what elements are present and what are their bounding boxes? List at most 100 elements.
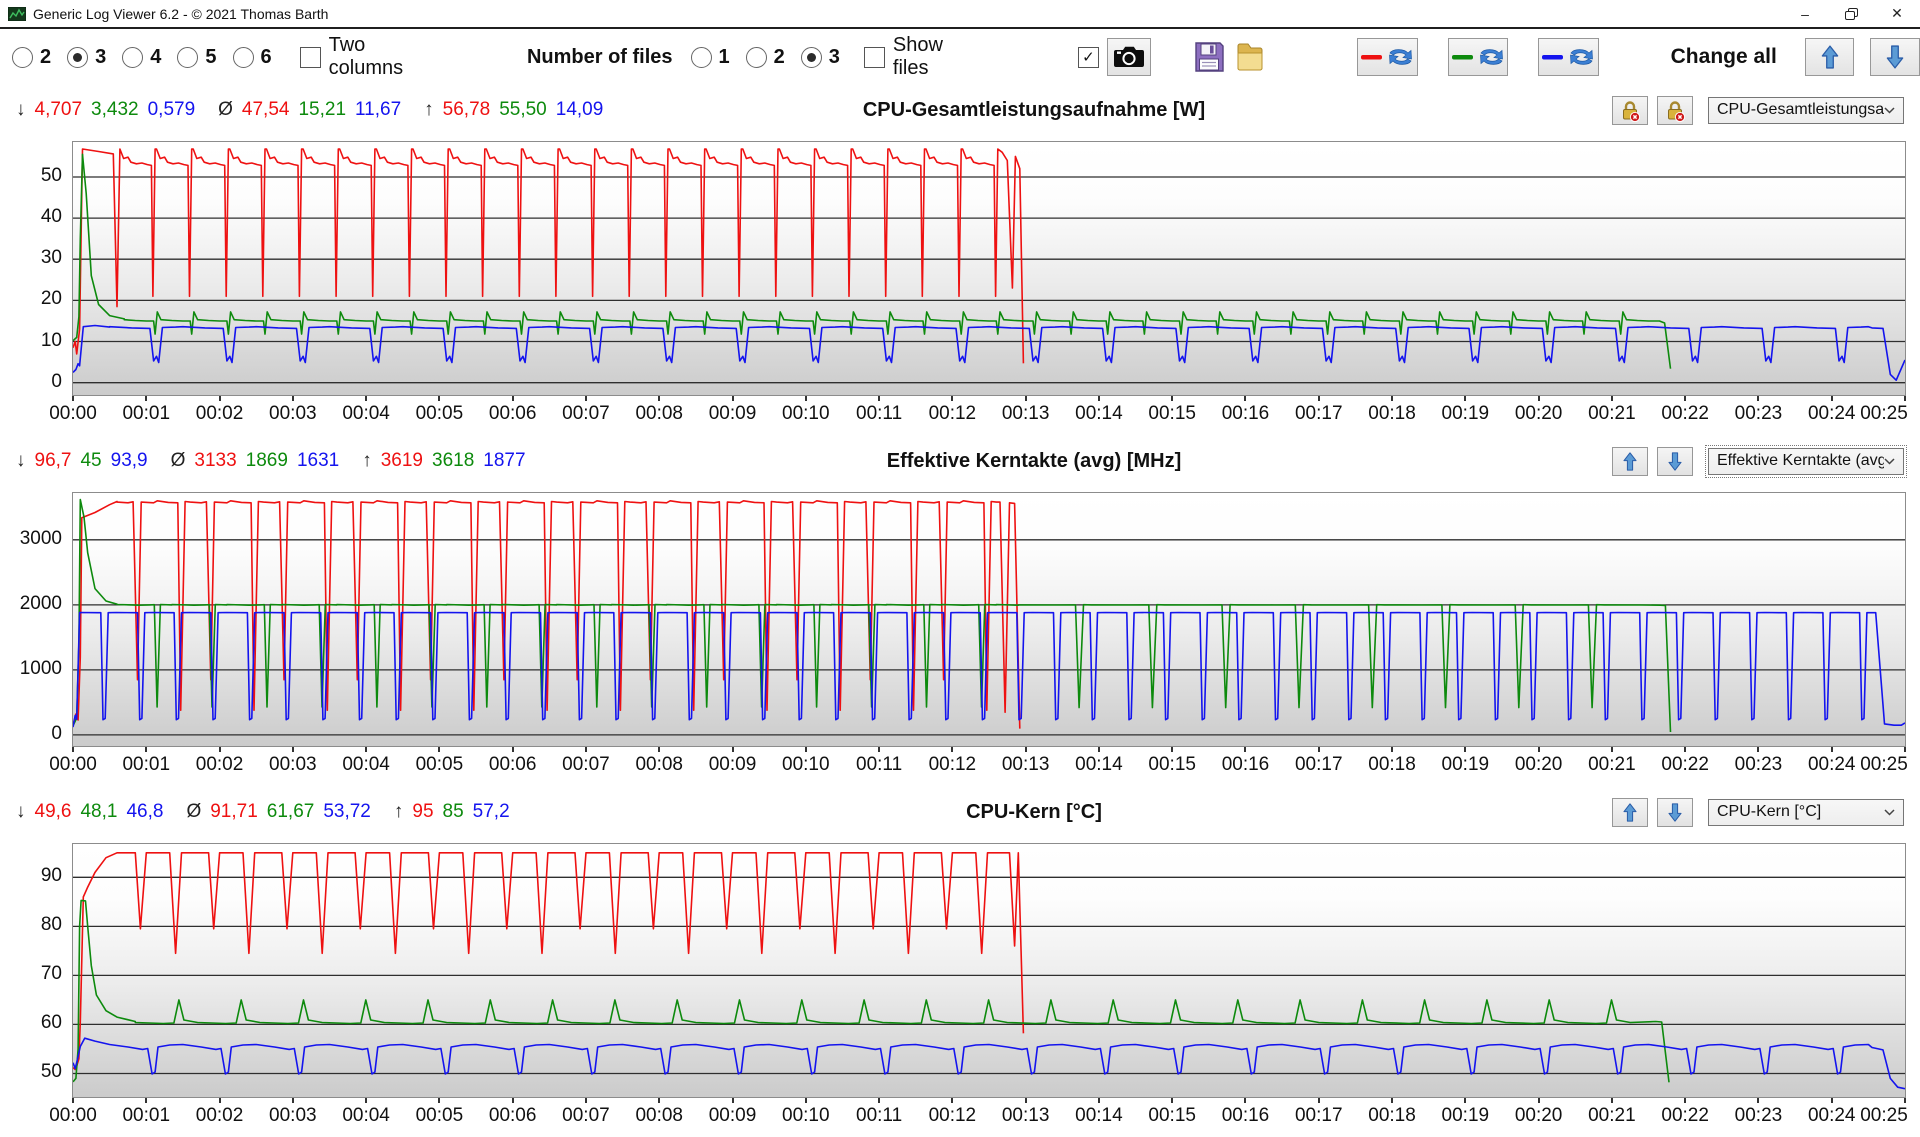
series-line-file2 (73, 498, 1672, 733)
stat-min-file3: 46,8 (126, 801, 164, 822)
x-axis-tick (1244, 1098, 1247, 1103)
signal-dropdown[interactable]: Effektive Kerntakte (avg) [ (1705, 444, 1907, 478)
restore-icon (1844, 7, 1858, 20)
x-axis-tick (1317, 1098, 1320, 1103)
x-axis-label: 00:16 (1221, 754, 1270, 775)
arrow-down-icon (1668, 451, 1682, 471)
restore-button[interactable] (1828, 0, 1874, 27)
radio-4[interactable] (122, 46, 144, 68)
x-axis-label: 00:25 (1860, 1105, 1908, 1126)
arrow-down-icon (1668, 802, 1682, 822)
move-chart-down-button[interactable] (1657, 797, 1693, 827)
x-axis-label: 00:25 (1860, 754, 1908, 775)
change-all-down-button[interactable] (1870, 38, 1920, 76)
x-axis-label: 00:17 (1294, 1105, 1343, 1126)
stat-min-file3: 0,579 (147, 99, 196, 120)
radio-2[interactable] (745, 46, 767, 68)
move-chart-up-button[interactable] (1612, 797, 1648, 827)
lock-scale-button-1[interactable] (1612, 95, 1648, 125)
screenshot-button[interactable] (1106, 38, 1151, 76)
folder-icon (1237, 43, 1263, 71)
x-axis-label: 00:24 (1807, 1105, 1856, 1126)
close-button[interactable]: ✕ (1891, 5, 1903, 21)
chart-header: ↓ 4,707 3,432 0,579 Ø 47,54 15,21 11,67 ↑ 56,78 55… (0, 95, 1920, 125)
x-axis-label: 00:16 (1221, 1105, 1270, 1126)
save-button[interactable] (1193, 41, 1225, 73)
reload-file3-button[interactable] (1538, 38, 1599, 76)
x-axis-label: 00:10 (782, 754, 830, 775)
change-all-up-button[interactable] (1804, 38, 1855, 76)
x-axis-label: 00:05 (415, 1105, 464, 1126)
x-axis-label: 00:22 (1661, 403, 1709, 424)
x-axis-label: 00:15 (1148, 1105, 1196, 1126)
radio-3[interactable] (67, 46, 89, 68)
x-axis-label: 00:00 (49, 754, 97, 775)
x-axis-label: 00:01 (122, 754, 171, 775)
x-axis-tick (584, 396, 587, 401)
series-line-file3 (73, 611, 1905, 728)
stat-max-file2: 85 (442, 801, 464, 822)
charts-container: ↓ 4,707 3,432 0,579 Ø 47,54 15,21 11,67 ↑ 56,78 55… (0, 85, 1920, 1137)
stat-avg-file2: 1869 (245, 450, 288, 471)
x-axis-tick (584, 747, 587, 752)
stat-min-file2: 48,1 (80, 801, 118, 822)
chart-buttons (1612, 95, 1693, 125)
x-axis-tick (1537, 1098, 1540, 1103)
chart-header: ↓ 96,7 45 93,9 Ø 3133 1869 1631 ↑ 3619 3618 1877 Ef… (0, 444, 1920, 478)
signal-dropdown[interactable]: CPU-Gesamtleistungsaufr (1708, 96, 1904, 124)
x-axis-label: 00:04 (342, 1105, 390, 1126)
move-chart-down-button[interactable] (1657, 446, 1693, 476)
x-axis-label: 00:13 (1001, 403, 1050, 424)
series-line-file3 (73, 1037, 1905, 1090)
screenshot-checkbox[interactable]: ✓ (1077, 46, 1099, 68)
stat-max-file3: 1877 (483, 450, 526, 471)
x-axis-label: 00:01 (122, 403, 171, 424)
x-axis-label: 00:00 (49, 1105, 97, 1126)
x-axis-label: 00:21 (1588, 403, 1636, 424)
signal-dropdown[interactable]: CPU-Kern [°C] (1708, 798, 1904, 826)
x-axis-label: 00:08 (635, 403, 683, 424)
open-folder-button[interactable] (1235, 41, 1265, 73)
x-axis-tick (511, 747, 514, 752)
show-files-option: Show files (863, 34, 974, 80)
y-axis-label: 0 (51, 722, 62, 744)
radio-5[interactable] (177, 46, 199, 68)
signal-dropdown-value: Effektive Kerntakte (avg) [ (1717, 452, 1884, 469)
radio-label: 4 (150, 45, 162, 68)
x-axis-tick (1757, 747, 1760, 752)
radio-3[interactable] (800, 46, 822, 68)
reload-file2-button[interactable] (1447, 38, 1509, 76)
x-axis-label: 00:06 (488, 754, 537, 775)
minimize-button[interactable]: – (1801, 5, 1809, 22)
x-axis-label: 00:24 (1807, 754, 1856, 775)
x-axis-tick (365, 747, 368, 752)
x-axis-tick (291, 1098, 294, 1103)
series-line-file3 (73, 324, 1905, 381)
chart-title: Effektive Kerntakte (avg) [MHz] (886, 449, 1182, 472)
radio-1[interactable] (690, 46, 712, 68)
chart-canvas (73, 852, 1905, 1090)
radio-option: 3 (67, 46, 106, 69)
x-axis-label: 00:11 (856, 403, 903, 424)
x-axis-tick (1610, 396, 1613, 401)
y-axis-label: 70 (40, 963, 62, 985)
show-files-checkbox[interactable] (863, 46, 885, 68)
x-axis-label: 00:06 (488, 1105, 537, 1126)
x-axis-label: 00:25 (1860, 403, 1908, 424)
window-title: Generic Log Viewer 6.2 - © 2021 Thomas B… (33, 5, 329, 22)
x-axis-tick (218, 396, 221, 401)
x-axis-tick (1464, 396, 1467, 401)
x-axis-label: 00:17 (1294, 754, 1343, 775)
radio-6[interactable] (232, 46, 254, 68)
lock-scale-button-2[interactable] (1657, 95, 1693, 125)
x-axis-label: 00:18 (1368, 1105, 1416, 1126)
move-chart-up-button[interactable] (1612, 446, 1648, 476)
y-axis-label: 40 (40, 206, 62, 228)
lock-icon (1623, 100, 1641, 122)
reload-file1-button[interactable] (1356, 38, 1418, 76)
series-line-file1 (73, 852, 1025, 1071)
two-columns-checkbox[interactable] (299, 46, 321, 68)
x-axis-label: 00:08 (635, 1105, 683, 1126)
x-axis-label: 00:19 (1441, 754, 1490, 775)
radio-2[interactable] (12, 46, 33, 68)
